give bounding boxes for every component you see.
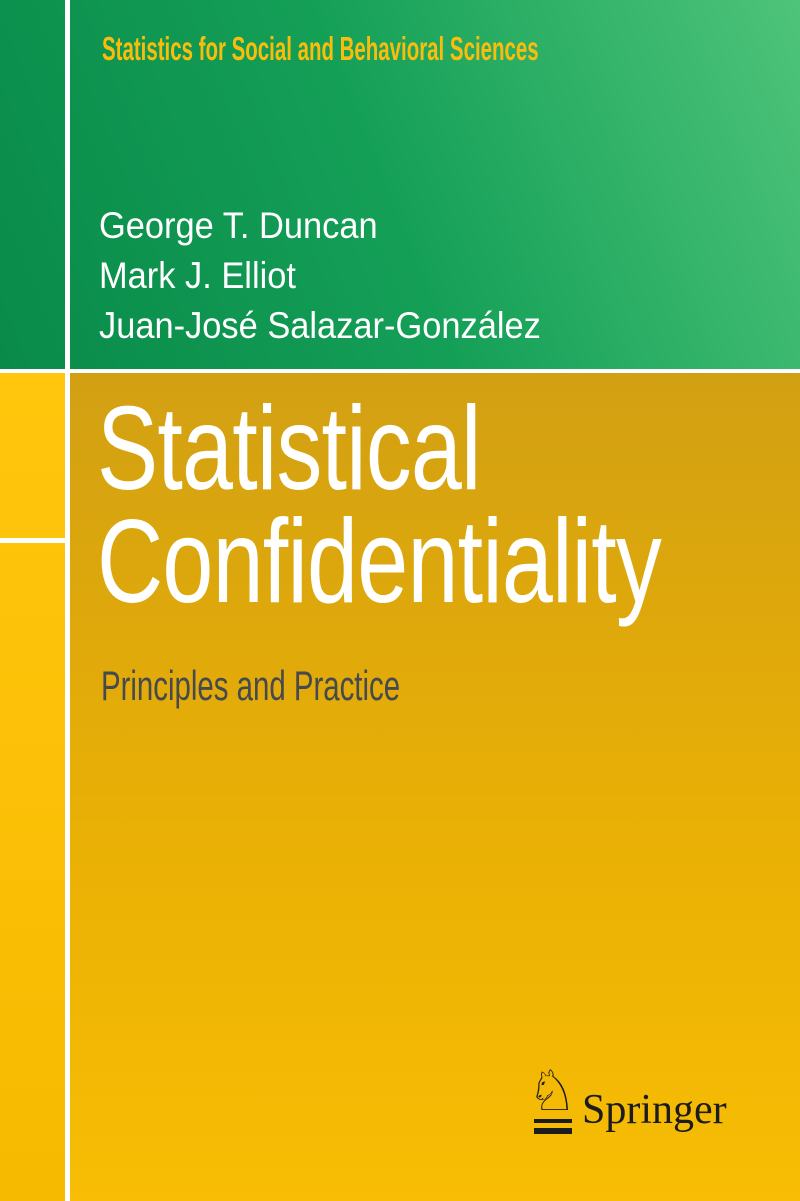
- horizontal-divider-main: [0, 369, 800, 373]
- springer-logo-baseline-thin: [534, 1119, 572, 1123]
- publisher-name: Springer: [582, 1087, 727, 1133]
- author-name: Juan-José Salazar-González: [99, 305, 541, 346]
- book-title-line-1: Statistical: [97, 382, 481, 515]
- series-title: Statistics for Social and Behavioral Sci…: [102, 30, 539, 67]
- springer-logo-baseline-thick: [534, 1128, 572, 1134]
- book-title: Statistical Confidentiality: [97, 382, 662, 628]
- left-accent-strip: [0, 373, 65, 1201]
- book-title-line-2: Confidentiality: [97, 495, 662, 628]
- author-name: Mark J. Elliot: [99, 255, 296, 296]
- gold-body-panel: [0, 373, 800, 1201]
- springer-horse-knight-icon: ♘: [527, 1059, 578, 1124]
- green-header-panel: [0, 0, 800, 369]
- vertical-divider: [65, 0, 70, 1201]
- author-name: George T. Duncan: [99, 205, 378, 246]
- author-list: George T. Duncan Mark J. Elliot Juan-Jos…: [99, 201, 541, 351]
- book-subtitle: Principles and Practice: [101, 662, 401, 709]
- horizontal-divider-left-strip: [0, 538, 65, 543]
